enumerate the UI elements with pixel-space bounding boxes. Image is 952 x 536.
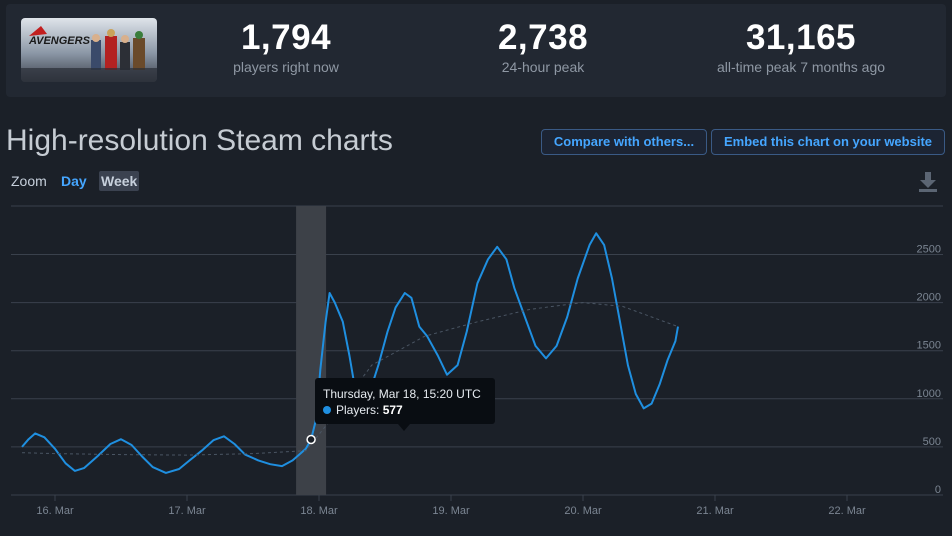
game-thumbnail[interactable]: AVENGERS — [21, 18, 157, 82]
x-tick-label: 20. Mar — [564, 505, 602, 517]
stat-24h-peak: 2,738 24-hour peak — [413, 18, 673, 75]
tooltip-series-label: Players: — [336, 403, 380, 417]
y-tick-label: 1500 — [917, 340, 941, 352]
page-title: High-resolution Steam charts — [6, 124, 393, 157]
tooltip-pointer — [398, 424, 410, 431]
compare-button[interactable]: Compare with others... — [541, 129, 707, 155]
y-tick-label: 2000 — [917, 292, 941, 304]
svg-text:AVENGERS: AVENGERS — [28, 35, 91, 47]
chart-tooltip: Thursday, Mar 18, 15:20 UTC Players: 577 — [315, 378, 495, 424]
selection-band — [296, 206, 327, 495]
x-tick-label: 21. Mar — [696, 505, 734, 517]
peak-24h-value: 2,738 — [497, 18, 589, 57]
x-tick-label: 18. Mar — [300, 505, 338, 517]
zoom-label: Zoom — [11, 173, 47, 189]
player-count-chart[interactable]: 0 500 1000 1500 2000 2500 16. Mar 17. Mar 18. M… — [0, 196, 952, 526]
chart-grid — [11, 205, 943, 496]
embed-button[interactable]: Embed this chart on your website — [711, 129, 945, 155]
player-stats-bar: AVENGERS 1,794 players right now 2,738 2… — [6, 4, 946, 97]
peak-24h-label: 24-hour peak — [501, 59, 585, 75]
hover-point-marker — [306, 434, 316, 445]
x-axis-ticks: 16. Mar 17. Mar 18. Mar 19. Mar 20. Mar 21. M… — [36, 495, 866, 517]
current-players-value: 1,794 — [240, 18, 332, 57]
tooltip-date: Thursday, Mar 18, 15:20 UTC — [323, 387, 481, 401]
series-lines — [21, 232, 679, 474]
tooltip-series-row: Players: 577 — [323, 403, 403, 417]
series-dot-icon — [323, 406, 331, 414]
x-tick-label: 19. Mar — [432, 505, 470, 517]
current-players-label: players right now — [233, 59, 339, 75]
x-tick-label: 16. Mar — [36, 505, 74, 517]
stat-current-players: 1,794 players right now — [156, 18, 416, 75]
stat-all-time-peak: 31,165 all-time peak 7 months ago — [671, 18, 931, 75]
download-icon[interactable] — [917, 170, 939, 194]
players-line — [21, 232, 679, 474]
zoom-day-button[interactable]: Day — [61, 173, 87, 189]
x-tick-label: 22. Mar — [828, 505, 866, 517]
y-tick-label: 0 — [935, 484, 941, 496]
y-axis-ticks: 0 500 1000 1500 2000 2500 — [917, 243, 941, 496]
y-tick-label: 500 — [923, 436, 941, 448]
tooltip-value: 577 — [382, 403, 403, 417]
zoom-week-button[interactable]: Week — [99, 171, 140, 191]
x-tick-label: 17. Mar — [168, 505, 206, 517]
y-tick-label: 1000 — [917, 388, 941, 400]
trend-line — [21, 302, 679, 456]
all-time-peak-value: 31,165 — [745, 18, 857, 57]
all-time-peak-label: all-time peak 7 months ago — [716, 59, 886, 75]
y-tick-label: 2500 — [917, 243, 941, 255]
